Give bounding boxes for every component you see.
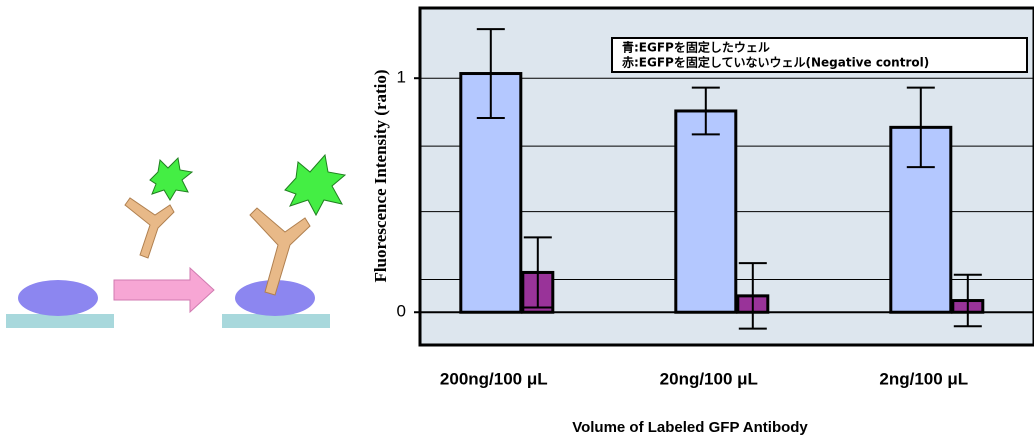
y-tick-label: 1 — [397, 68, 406, 87]
x-tick-label: 20ng/100 μL — [660, 369, 758, 388]
surface — [222, 314, 330, 328]
antigen — [18, 280, 98, 316]
surface — [6, 314, 114, 328]
arrow — [114, 268, 214, 312]
x-axis-title: Volume of Labeled GFP Antibody — [572, 419, 808, 436]
illustration — [6, 155, 345, 328]
bar — [676, 111, 736, 312]
legend-label: 赤:EGFPを固定していないウェル(Negative control) — [622, 55, 929, 70]
x-tick-label: 2ng/100 μL — [879, 369, 968, 388]
x-tick-label: 200ng/100 μL — [440, 369, 548, 388]
fluorophore — [150, 158, 192, 200]
legend-label: 青:EGFPを固定したウェル — [622, 40, 770, 55]
legend: 青:EGFPを固定したウェル赤:EGFPを固定していないウェル(Negative… — [612, 38, 1027, 72]
fluorophore — [285, 155, 345, 215]
antibody — [125, 198, 174, 258]
y-tick-label: 0 — [397, 302, 406, 321]
figure: Fluorescence Intensity (ratio) Volume of… — [0, 0, 1034, 443]
y-axis-title: Fluorescence Intensity (ratio) — [371, 69, 390, 282]
